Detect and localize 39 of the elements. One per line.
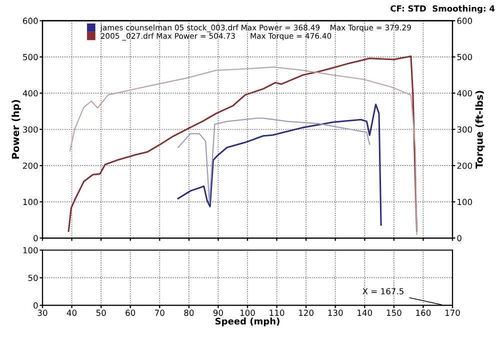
x-tick-label: 70	[155, 310, 164, 316]
y2-tick-label: 200	[457, 162, 472, 169]
x-tick-label: 60	[126, 310, 136, 316]
x-tick-label: 150	[386, 310, 402, 316]
x-tick-label: 130	[328, 310, 343, 316]
x-tick-label: 100	[240, 310, 255, 316]
x-tick-label: 40	[66, 310, 77, 316]
y-tick-label: 500	[23, 54, 38, 60]
x-tick-label: 170	[445, 310, 460, 316]
x-axis-title: Speed (mph)	[215, 318, 280, 326]
x-tick-label: 110	[270, 310, 284, 316]
x-tick-label: 140	[358, 310, 372, 316]
x-tick-label: 160	[416, 310, 431, 316]
y2-tick-label: 100	[458, 198, 472, 206]
line-series	[177, 104, 382, 226]
y-tick-label: 0	[34, 235, 38, 242]
y2-tick-label: 0	[457, 235, 462, 242]
x-tick-label: 80	[184, 310, 194, 316]
y-tick-label: 200	[23, 162, 38, 169]
y2-tick-label: 400	[457, 90, 472, 96]
x-tick-label: 120	[299, 310, 314, 316]
y-tick-label: 0	[34, 302, 38, 309]
y-tick-label: 100	[23, 247, 38, 254]
x-tick-label: 50	[96, 310, 106, 316]
y-axis-title: Power (hp)	[12, 100, 22, 159]
annotation: X = 167.5	[362, 288, 404, 294]
y-tick-label: 600	[23, 18, 38, 24]
y2-tick-label: 500	[457, 54, 472, 60]
y2-axis-title: Torque (ft-lbs)	[475, 90, 485, 169]
y-tick-label: 100	[23, 198, 38, 206]
line-series	[178, 118, 370, 204]
x-tick-label: 90	[213, 310, 223, 316]
text: CF: STD Smoothing: 4	[390, 5, 495, 14]
y2-tick-label: 600	[457, 18, 472, 24]
y-tick-label: 50	[28, 274, 38, 282]
y-tick-label: 400	[22, 90, 38, 96]
y2-tick-label: 300	[457, 126, 472, 133]
x-tick-label: 30	[38, 310, 48, 316]
y-tick-label: 300	[23, 126, 38, 133]
